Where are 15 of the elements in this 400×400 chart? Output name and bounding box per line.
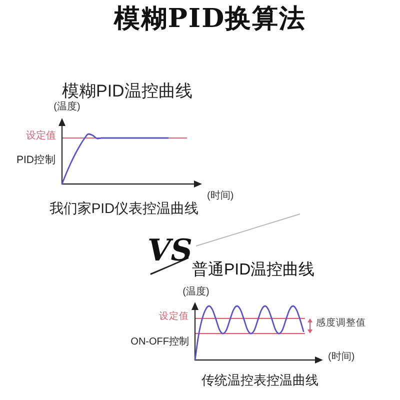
caption: 传统温控表控温曲线 (202, 372, 318, 388)
title: 普通PID温控曲线 (192, 262, 315, 278)
y-label: (温度) (54, 102, 80, 112)
x-label: (时间) (328, 352, 355, 362)
y-label: (温度) (182, 286, 210, 298)
subtitle: 模糊PID温控曲线 (62, 82, 192, 100)
title: 模糊PID换算法 (114, 4, 306, 34)
note-label: 感度调整值 (316, 317, 366, 328)
series-name: PID控制 (16, 154, 56, 166)
x-label: (时间) (207, 190, 234, 202)
ref-label: 设定值 (159, 310, 189, 322)
caption: 我们家PID仪表控温曲线 (49, 200, 199, 216)
annotation: VS (148, 234, 192, 268)
ref-label: 设定值 (26, 130, 56, 142)
series-name: ON-OFF控制 (130, 336, 189, 348)
